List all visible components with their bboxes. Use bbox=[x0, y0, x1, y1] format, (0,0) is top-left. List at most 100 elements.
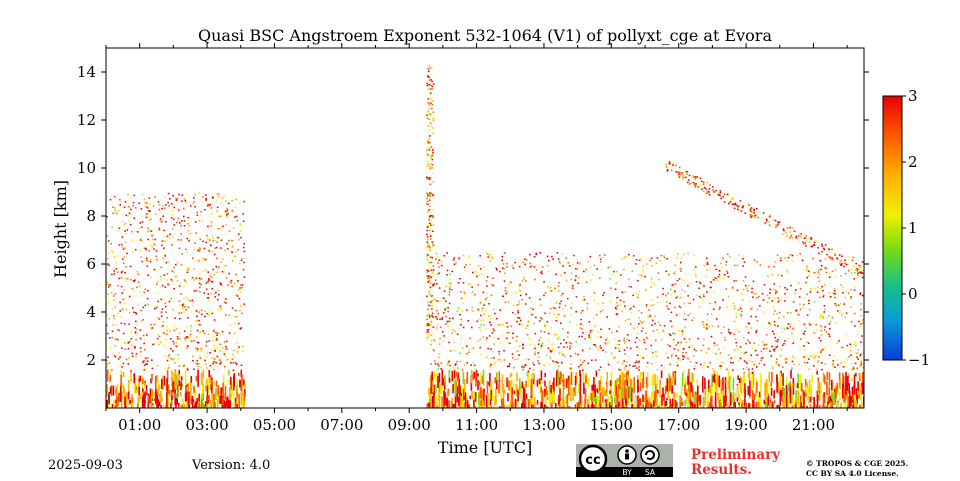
heatmap-cell bbox=[527, 320, 530, 323]
heatmap-cell bbox=[494, 312, 496, 315]
heatmap-cell bbox=[785, 392, 788, 408]
heatmap-cell bbox=[428, 199, 431, 201]
heatmap-cell bbox=[430, 363, 432, 365]
heatmap-cell bbox=[643, 321, 645, 323]
heatmap-cell bbox=[637, 375, 639, 381]
heatmap-cell bbox=[692, 298, 695, 301]
heatmap-cell bbox=[174, 369, 177, 371]
heatmap-cell bbox=[750, 354, 752, 356]
heatmap-cell bbox=[113, 195, 116, 198]
heatmap-cell bbox=[431, 158, 434, 161]
heatmap-cell bbox=[175, 221, 178, 224]
heatmap-cell bbox=[139, 397, 141, 402]
heatmap-cell bbox=[645, 304, 648, 306]
heatmap-cell bbox=[582, 298, 584, 301]
heatmap-cell bbox=[462, 400, 464, 408]
heatmap-cell bbox=[853, 312, 856, 315]
heatmap-cell bbox=[550, 286, 552, 289]
heatmap-cell bbox=[156, 364, 159, 367]
heatmap-cell bbox=[483, 304, 485, 306]
heatmap-cell bbox=[693, 268, 695, 271]
heatmap-cell bbox=[586, 407, 589, 408]
heatmap-cell bbox=[616, 391, 619, 397]
heatmap-cell bbox=[821, 317, 824, 320]
heatmap-cell bbox=[490, 283, 493, 286]
heatmap-cell bbox=[187, 369, 189, 371]
heatmap-cell bbox=[698, 305, 701, 308]
heatmap-cell bbox=[460, 291, 462, 293]
heatmap-cell bbox=[525, 293, 527, 296]
heatmap-cell bbox=[688, 391, 690, 402]
x-tick-label: 09:00 bbox=[388, 416, 431, 434]
heatmap-cell bbox=[216, 210, 218, 213]
heatmap-cell bbox=[469, 263, 471, 266]
heatmap-cell bbox=[153, 268, 156, 271]
heatmap-cell bbox=[632, 365, 634, 367]
heatmap-cell bbox=[199, 290, 201, 293]
heatmap-cell bbox=[468, 408, 470, 415]
heatmap-cell bbox=[715, 353, 717, 355]
heatmap-cell bbox=[658, 321, 660, 323]
heatmap-cell bbox=[445, 323, 447, 325]
heatmap-cell bbox=[442, 340, 445, 342]
heatmap-cell bbox=[506, 331, 509, 334]
heatmap-cell bbox=[653, 395, 656, 402]
heatmap-cell bbox=[718, 270, 721, 272]
heatmap-cell bbox=[817, 360, 820, 362]
heatmap-cell bbox=[749, 214, 752, 216]
heatmap-cell bbox=[121, 270, 124, 273]
heatmap-cell bbox=[749, 208, 752, 210]
heatmap-cell bbox=[135, 320, 137, 323]
heatmap-cell bbox=[149, 260, 152, 263]
heatmap-cell bbox=[471, 286, 473, 288]
heatmap-cell bbox=[182, 398, 184, 408]
heatmap-cell bbox=[111, 369, 113, 371]
heatmap-cell bbox=[669, 334, 672, 337]
heatmap-cell bbox=[206, 280, 208, 283]
heatmap-cell bbox=[656, 375, 658, 389]
heatmap-cell bbox=[236, 398, 238, 404]
heatmap-cell bbox=[145, 360, 148, 363]
heatmap-cell bbox=[430, 387, 432, 394]
heatmap-cell bbox=[682, 370, 685, 374]
heatmap-cell bbox=[189, 205, 192, 207]
heatmap-cell bbox=[666, 301, 668, 303]
heatmap-cell bbox=[445, 407, 447, 408]
heatmap-cell bbox=[175, 263, 177, 266]
heatmap-cell bbox=[742, 258, 744, 260]
heatmap-cell bbox=[687, 369, 690, 371]
heatmap-cell bbox=[180, 303, 182, 306]
heatmap-cell bbox=[457, 384, 460, 390]
heatmap-cell bbox=[602, 401, 605, 408]
heatmap-cell bbox=[181, 365, 184, 368]
heatmap-cell bbox=[555, 316, 557, 318]
heatmap-cell bbox=[803, 356, 805, 358]
heatmap-cell bbox=[221, 397, 224, 405]
heatmap-cell bbox=[728, 331, 730, 333]
heatmap-cell bbox=[615, 282, 618, 285]
heatmap-cell bbox=[792, 377, 795, 395]
heatmap-cell bbox=[167, 364, 170, 367]
heatmap-cell bbox=[527, 358, 530, 361]
heatmap-cell bbox=[240, 305, 242, 307]
heatmap-cell bbox=[435, 373, 438, 383]
heatmap-cell bbox=[125, 309, 128, 311]
heatmap-cell bbox=[705, 351, 708, 354]
heatmap-cell bbox=[840, 402, 842, 408]
heatmap-cell bbox=[431, 80, 434, 83]
heatmap-cell bbox=[717, 194, 720, 196]
heatmap-cell bbox=[192, 202, 194, 205]
heatmap-cell bbox=[771, 345, 773, 348]
heatmap-cell bbox=[428, 149, 431, 151]
heatmap-cell bbox=[481, 307, 484, 310]
heatmap-cell bbox=[820, 350, 822, 352]
heatmap-cell bbox=[431, 100, 434, 102]
heatmap-cell bbox=[734, 392, 737, 402]
heatmap-cell bbox=[821, 250, 823, 253]
heatmap-cell bbox=[826, 406, 828, 408]
heatmap-cell bbox=[794, 292, 797, 294]
heatmap-cell bbox=[665, 270, 667, 273]
heatmap-cell bbox=[135, 338, 137, 341]
heatmap-cell bbox=[768, 265, 770, 268]
